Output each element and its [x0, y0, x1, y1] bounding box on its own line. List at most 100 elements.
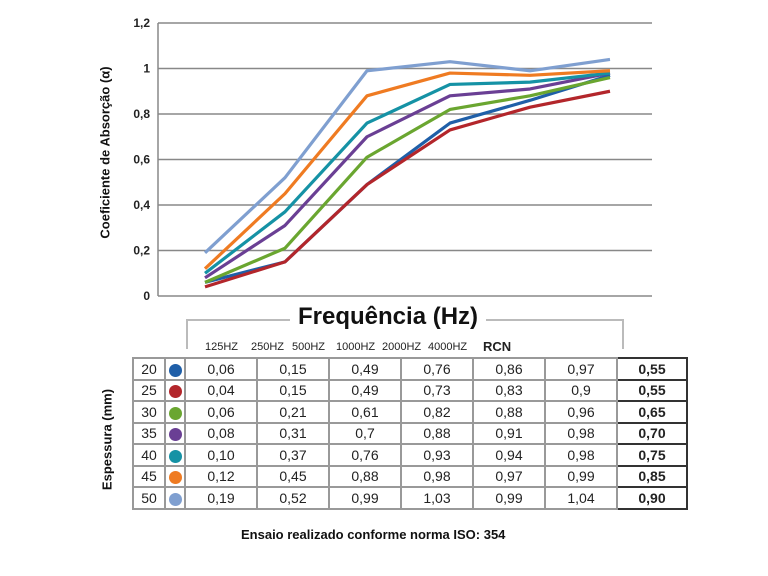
- series-dot-icon: [168, 385, 182, 399]
- rcn-cell: 0,70: [616, 421, 688, 445]
- value-cell: 0,96: [544, 400, 618, 424]
- freq-header: 4000HZ: [428, 341, 468, 353]
- value-cell: 0,04: [184, 378, 258, 402]
- line-chart: 0 0,2 0,4 0,6 0,8 1 1,2: [133, 16, 652, 303]
- value-cell: 0,99: [328, 486, 402, 510]
- value-cell: 0,73: [400, 378, 474, 402]
- rcn-header: RCN: [483, 339, 512, 354]
- rcn-cell: 0,65: [616, 400, 688, 424]
- series-dot-icon: [168, 363, 182, 377]
- value-cell: 0,15: [256, 357, 330, 381]
- freq-header: 500HZ: [292, 341, 326, 353]
- y-tick-label: 0: [143, 289, 150, 303]
- value-cell: 0,12: [184, 464, 258, 488]
- value-cell: 0,08: [184, 421, 258, 445]
- value-cell: 0,52: [256, 486, 330, 510]
- x-axis-title: Frequência (Hz): [290, 303, 487, 331]
- series-dot-icon: [168, 492, 182, 506]
- value-cell: 1,04: [544, 486, 618, 510]
- y-tick-label: 0,2: [133, 244, 150, 258]
- value-cell: 0,82: [400, 400, 474, 424]
- value-cell: 0,98: [400, 464, 474, 488]
- thickness-cell: 30: [132, 400, 166, 424]
- thickness-cell: 20: [132, 357, 166, 381]
- value-cell: 0,88: [472, 400, 546, 424]
- value-cell: 0,93: [400, 443, 474, 467]
- series-line-20: [204, 73, 611, 284]
- table-row: 35 0,08 0,31 0,7 0,88 0,91 0,98 0,70: [132, 421, 688, 445]
- value-cell: 0,45: [256, 464, 330, 488]
- rcn-cell: 0,85: [616, 464, 688, 488]
- thickness-cell: 35: [132, 421, 166, 445]
- freq-header: 250HZ: [251, 341, 285, 353]
- series-dot-icon: [168, 471, 182, 485]
- rcn-cell: 0,75: [616, 443, 688, 467]
- thickness-cell: 45: [132, 464, 166, 488]
- y-tick-label: 0,4: [133, 198, 150, 212]
- rcn-cell: 0,55: [616, 378, 688, 402]
- value-cell: 0,98: [544, 443, 618, 467]
- row-axis-title: Espessura (mm): [99, 388, 115, 491]
- series-line-40: [204, 71, 611, 275]
- value-cell: 0,06: [184, 400, 258, 424]
- rcn-cell: 0,55: [616, 357, 688, 381]
- series-line-30: [204, 76, 611, 284]
- freq-header: 1000HZ: [336, 341, 376, 353]
- value-cell: 0,76: [400, 357, 474, 381]
- y-tick-label: 0,8: [133, 107, 150, 121]
- y-tick-label: 0,6: [133, 153, 150, 167]
- value-cell: 0,15: [256, 378, 330, 402]
- y-tick-label: 1: [143, 62, 150, 76]
- y-tick-label: 1,2: [133, 16, 150, 30]
- value-cell: 0,98: [544, 421, 618, 445]
- table-row: 20 0,06 0,15 0,49 0,76 0,86 0,97 0,55: [132, 357, 688, 381]
- y-axis-title: Coeficiente de Absorção (α): [97, 66, 113, 239]
- series-color-cell: [164, 357, 186, 381]
- value-cell: 0,06: [184, 357, 258, 381]
- value-cell: 0,37: [256, 443, 330, 467]
- table-row: 30 0,06 0,21 0,61 0,82 0,88 0,96 0,65: [132, 400, 688, 424]
- value-cell: 0,88: [328, 464, 402, 488]
- series-line-35: [204, 71, 611, 280]
- series-line-25: [204, 89, 611, 289]
- series-color-cell: [164, 443, 186, 467]
- value-cell: 0,7: [328, 421, 402, 445]
- freq-header: 125HZ: [205, 341, 239, 353]
- value-cell: 0,61: [328, 400, 402, 424]
- value-cell: 1,03: [400, 486, 474, 510]
- value-cell: 0,31: [256, 421, 330, 445]
- value-cell: 0,9: [544, 378, 618, 402]
- value-cell: 0,97: [472, 464, 546, 488]
- series-color-cell: [164, 400, 186, 424]
- series-color-cell: [164, 378, 186, 402]
- value-cell: 0,91: [472, 421, 546, 445]
- freq-header: 2000HZ: [382, 341, 422, 353]
- table-row: 40 0,10 0,37 0,76 0,93 0,94 0,98 0,75: [132, 443, 688, 467]
- value-cell: 0,49: [328, 378, 402, 402]
- series-dot-icon: [168, 449, 182, 463]
- table-row: 50 0,19 0,52 0,99 1,03 0,99 1,04 0,90: [132, 486, 688, 510]
- value-cell: 0,99: [544, 464, 618, 488]
- series-color-cell: [164, 464, 186, 488]
- table-row: 45 0,12 0,45 0,88 0,98 0,97 0,99 0,85: [132, 464, 688, 488]
- rcn-cell: 0,90: [616, 486, 688, 510]
- value-cell: 0,88: [400, 421, 474, 445]
- series-dot-icon: [168, 428, 182, 442]
- value-cell: 0,97: [544, 357, 618, 381]
- thickness-cell: 25: [132, 378, 166, 402]
- thickness-cell: 40: [132, 443, 166, 467]
- series-color-cell: [164, 486, 186, 510]
- value-cell: 0,94: [472, 443, 546, 467]
- series-color-cell: [164, 421, 186, 445]
- table-row: 25 0,04 0,15 0,49 0,73 0,83 0,9 0,55: [132, 378, 688, 402]
- series-line-50: [203, 57, 611, 254]
- footer-note: Ensaio realizado conforme norma ISO: 354: [241, 527, 506, 542]
- value-cell: 0,21: [256, 400, 330, 424]
- value-cell: 0,86: [472, 357, 546, 381]
- value-cell: 0,19: [184, 486, 258, 510]
- value-cell: 0,76: [328, 443, 402, 467]
- thickness-cell: 50: [132, 486, 166, 510]
- series-line-45: [203, 69, 611, 270]
- series-dot-icon: [168, 406, 182, 420]
